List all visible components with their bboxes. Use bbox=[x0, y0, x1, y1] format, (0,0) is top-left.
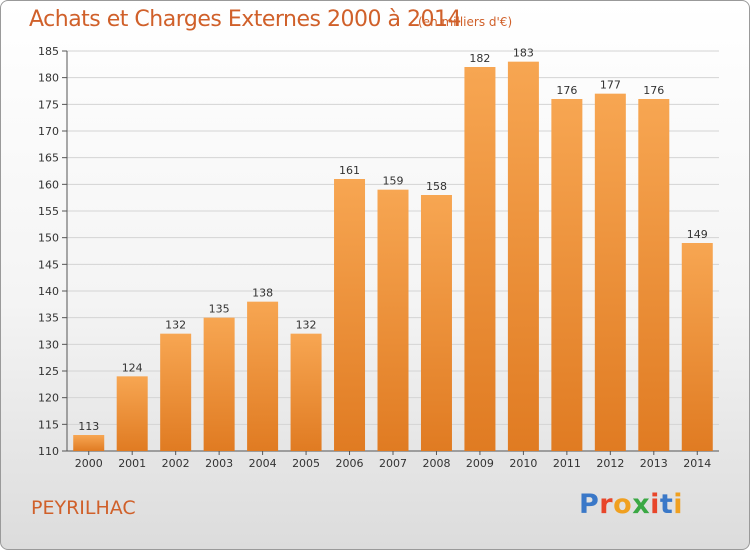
x-tick-label-2013: 2013 bbox=[640, 457, 668, 470]
x-tick-label-2009: 2009 bbox=[466, 457, 494, 470]
y-tick-label: 165 bbox=[38, 152, 59, 165]
y-tick-labels: 110 115 120 125 130 135 140 145 150 155 160 165 170 1… bbox=[38, 45, 59, 458]
x-tick-label-2003: 2003 bbox=[205, 457, 233, 470]
data-label-2002: 132 bbox=[165, 319, 186, 332]
y-tick-label: 170 bbox=[38, 125, 59, 138]
y-tick-label: 150 bbox=[38, 232, 59, 245]
bar-2004 bbox=[247, 301, 279, 451]
data-label-2011: 176 bbox=[556, 84, 577, 97]
bar-2002 bbox=[160, 333, 192, 451]
y-tick-label: 125 bbox=[38, 365, 59, 378]
bar-2009 bbox=[464, 67, 496, 451]
data-label-2008: 158 bbox=[426, 180, 447, 193]
logo-letter: i bbox=[650, 489, 660, 520]
data-label-2014: 149 bbox=[687, 228, 708, 241]
x-tick-label-2010: 2010 bbox=[509, 457, 537, 470]
bar-2001 bbox=[116, 376, 148, 451]
y-tick-label: 130 bbox=[38, 338, 59, 351]
logo-letter: P bbox=[579, 489, 600, 520]
data-label-2005: 132 bbox=[296, 319, 317, 332]
data-label-2004: 138 bbox=[252, 287, 273, 300]
bar-2003 bbox=[203, 317, 235, 451]
bar-2011 bbox=[551, 99, 583, 451]
x-tick-label-2012: 2012 bbox=[596, 457, 624, 470]
proxiti-logo[interactable]: Proxiti bbox=[579, 489, 683, 520]
data-label-2010: 183 bbox=[513, 47, 534, 60]
chart-title: Achats et Charges Externes 2000 à 2014 bbox=[29, 7, 461, 32]
x-tick-labels: 2000 2001 2002 2003 2004 2005 2006 2007 2008 2009… bbox=[75, 451, 711, 470]
bar-2005 bbox=[290, 333, 322, 451]
logo-letter: o bbox=[613, 489, 633, 520]
y-tick-label: 185 bbox=[38, 45, 59, 58]
data-label-2000: 113 bbox=[78, 420, 99, 433]
x-tick-label-2002: 2002 bbox=[162, 457, 190, 470]
y-tick-label: 115 bbox=[38, 418, 59, 431]
x-tick-label-2001: 2001 bbox=[118, 457, 146, 470]
x-tick-label-2006: 2006 bbox=[336, 457, 364, 470]
data-label-2012: 177 bbox=[600, 79, 621, 92]
bar-2007 bbox=[377, 189, 409, 451]
chart-subtitle: (en milliers d'€) bbox=[418, 15, 513, 29]
x-tick-label-2000: 2000 bbox=[75, 457, 103, 470]
bar-2000 bbox=[73, 435, 105, 451]
bar-2013 bbox=[638, 99, 670, 451]
logo-letter: t bbox=[659, 489, 674, 520]
data-label-2006: 161 bbox=[339, 164, 360, 177]
x-tick-label-2005: 2005 bbox=[292, 457, 320, 470]
bars bbox=[73, 61, 713, 452]
y-tick-label: 110 bbox=[38, 445, 59, 458]
logo-letter: r bbox=[599, 489, 614, 520]
data-label-2013: 176 bbox=[643, 84, 664, 97]
bar-2008 bbox=[420, 195, 452, 451]
x-tick-label-2008: 2008 bbox=[422, 457, 450, 470]
data-label-2007: 159 bbox=[383, 175, 404, 188]
x-tick-label-2011: 2011 bbox=[553, 457, 581, 470]
x-tick-label-2004: 2004 bbox=[249, 457, 277, 470]
y-tick-label: 155 bbox=[38, 205, 59, 218]
bar-2006 bbox=[334, 179, 366, 451]
commune-name: PEYRILHAC bbox=[31, 497, 136, 519]
x-tick-label-2014: 2014 bbox=[683, 457, 711, 470]
logo-letter: x bbox=[632, 489, 651, 520]
data-labels: 113 124 132 135 138 132 161 159 158 182 183 176 177 1… bbox=[78, 47, 708, 433]
y-tick-label: 180 bbox=[38, 72, 59, 85]
y-tick-label: 160 bbox=[38, 178, 59, 191]
y-tick-label: 135 bbox=[38, 312, 59, 325]
bar-2014 bbox=[681, 243, 713, 451]
data-label-2009: 182 bbox=[469, 52, 490, 65]
data-label-2001: 124 bbox=[122, 361, 143, 374]
bar-2012 bbox=[594, 93, 626, 452]
y-tick-label: 145 bbox=[38, 258, 59, 271]
bar-2010 bbox=[507, 61, 539, 452]
data-label-2003: 135 bbox=[209, 303, 230, 316]
y-tick-label: 120 bbox=[38, 392, 59, 405]
y-tick-label: 140 bbox=[38, 285, 59, 298]
logo-letter: i bbox=[673, 489, 684, 520]
y-tick-label: 175 bbox=[38, 98, 59, 111]
x-tick-label-2007: 2007 bbox=[379, 457, 407, 470]
